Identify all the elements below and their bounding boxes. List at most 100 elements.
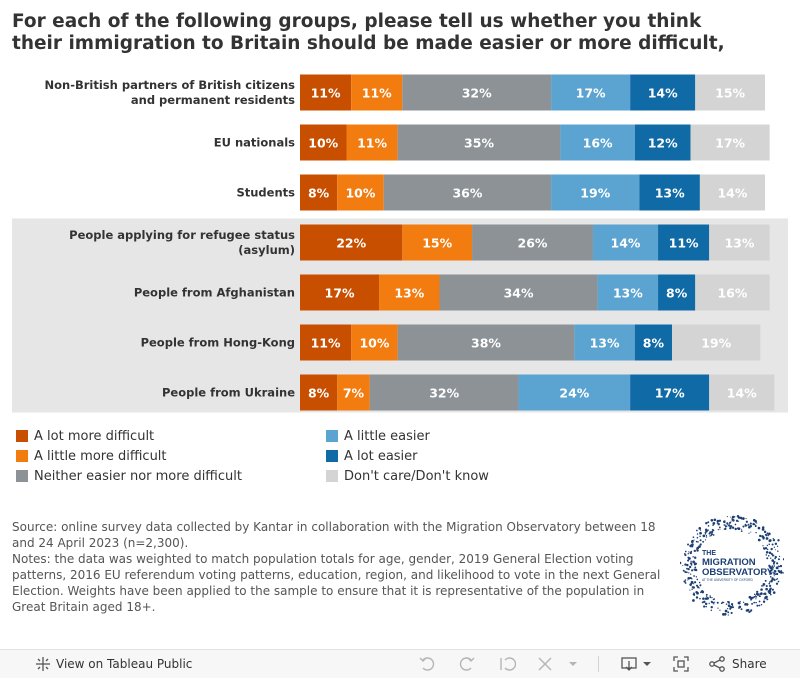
pause-button[interactable] (536, 650, 554, 678)
share-button[interactable]: Share (708, 650, 767, 678)
view-on-tableau-button[interactable]: View on Tableau Public (34, 650, 192, 678)
logo-dot (726, 525, 728, 527)
logo-dot (682, 569, 685, 572)
data-label: 34% (504, 286, 534, 301)
logo-dot (694, 566, 697, 569)
data-label: 13% (655, 186, 685, 201)
logo-dot (716, 519, 720, 523)
logo-dot (766, 532, 769, 534)
data-label: 26% (518, 236, 548, 251)
legend-label: A little more difficult (34, 448, 167, 464)
logo-dot (751, 602, 754, 605)
category-label: People applying for refugee status (asylu… (69, 228, 295, 257)
logo-dot (777, 550, 779, 552)
logo-dot (759, 534, 762, 538)
logo-dot (774, 561, 776, 563)
bar-segment (300, 274, 380, 311)
data-label: 14% (648, 86, 678, 101)
logo-dot (724, 520, 726, 522)
logo-dot (768, 582, 771, 585)
logo-dot (777, 558, 780, 561)
logo-dot (719, 528, 721, 530)
bar-segment (472, 224, 593, 261)
logo-dot (753, 595, 756, 598)
logo-dot (703, 600, 706, 603)
undo-button[interactable] (418, 650, 436, 678)
logo-dot (701, 601, 704, 604)
bar-segment (597, 274, 659, 311)
logo-dot (758, 600, 761, 603)
logo-dot (758, 593, 760, 595)
data-label: 10% (345, 186, 375, 201)
chevron-down-icon (569, 662, 577, 666)
logo-dot (705, 605, 707, 608)
logo-dot (770, 557, 772, 559)
logo-dot (750, 531, 752, 533)
pause-icon (538, 657, 552, 671)
revert-button[interactable] (498, 650, 516, 678)
logo-dot (768, 591, 772, 595)
redo-button[interactable] (458, 650, 476, 678)
logo-dot (772, 578, 774, 581)
bar-segment (337, 174, 384, 211)
download-button[interactable] (620, 650, 656, 678)
logo-dot (728, 602, 730, 604)
share-icon (709, 656, 725, 672)
logo-dot (771, 543, 774, 546)
logo-dot (699, 587, 701, 589)
legend-item-neither[interactable]: Neither easier nor more difficult (16, 467, 242, 485)
logo-dot (699, 539, 702, 542)
logo-dot (779, 564, 783, 568)
legend-swatch (16, 470, 28, 482)
legend-item-a-little-more-difficult[interactable]: A little more difficult (16, 447, 167, 465)
logo-dot (770, 547, 773, 551)
logo-dot (699, 584, 702, 587)
logo-dot (766, 557, 769, 560)
bar-segment (300, 324, 352, 361)
logo-dot-ring (680, 514, 784, 616)
logo-dot (752, 522, 755, 526)
data-label: 12% (648, 136, 678, 151)
legend-item-a-lot-easier[interactable]: A lot easier (326, 447, 418, 465)
legend-item-dont-know[interactable]: Don't care/Don't know (326, 467, 489, 485)
logo-dot (717, 529, 719, 531)
logo-dot (691, 582, 693, 584)
logo-dot (761, 528, 765, 531)
logo-dot (723, 528, 726, 530)
tableau-icon (36, 657, 50, 671)
logo-dot (745, 520, 748, 523)
legend-item-a-little-easier[interactable]: A little easier (326, 427, 430, 445)
logo-dot (771, 565, 774, 567)
legend-swatch (326, 470, 338, 482)
logo-dot (718, 519, 722, 522)
bar-segment (695, 274, 770, 311)
logo-dot (704, 602, 708, 606)
logo-dot (706, 595, 708, 598)
category-label: People from Hong-Kong (141, 336, 295, 350)
logo-dot (699, 543, 702, 546)
pause-menu-button[interactable] (564, 650, 582, 678)
bar-segment (658, 274, 696, 311)
fullscreen-button[interactable] (672, 650, 690, 678)
logo-dot (777, 581, 779, 583)
bar-segment (300, 124, 347, 161)
logo-dot (769, 589, 771, 591)
bar-segment (518, 374, 631, 411)
data-label: 17% (655, 386, 685, 401)
bar-segment (551, 174, 640, 211)
logo-dot (695, 596, 699, 599)
logo-dot (700, 591, 702, 594)
logo-dot (743, 518, 745, 520)
legend-item-a-lot-more-difficult[interactable]: A lot more difficult (16, 427, 154, 445)
logo-dot (699, 535, 701, 537)
logo-dot (695, 590, 698, 594)
logo-dot (780, 571, 783, 574)
logo-dot (698, 581, 701, 584)
logo-dot (692, 593, 696, 596)
logo-dot (689, 589, 691, 591)
logo-dot (731, 515, 735, 519)
logo-dot (695, 576, 698, 578)
logo-dot (696, 578, 699, 581)
logo-dot (717, 607, 719, 609)
logo-dot (689, 544, 693, 548)
